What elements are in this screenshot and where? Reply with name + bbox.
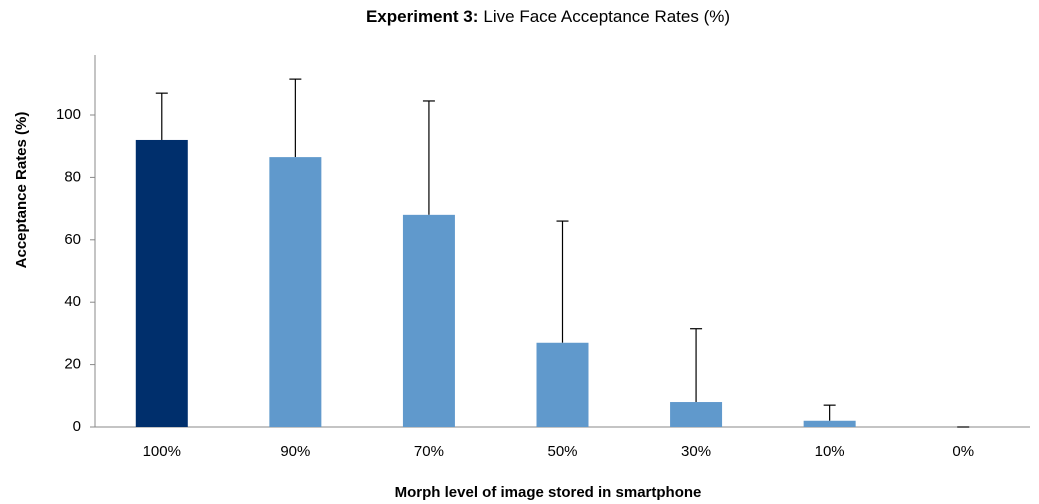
bar: [536, 342, 589, 427]
x-tick-label: 10%: [815, 443, 845, 460]
y-tick-label: 0: [73, 418, 81, 435]
bar: [402, 214, 455, 427]
title-text: Live Face Acceptance Rates (%): [483, 7, 730, 26]
x-tick-label: 0%: [952, 443, 974, 460]
chart-title: Experiment 3: Live Face Acceptance Rates …: [366, 7, 730, 26]
x-axis-label: Morph level of image stored in smartphon…: [395, 484, 702, 501]
bar: [803, 420, 856, 427]
y-tick-label: 40: [64, 293, 81, 310]
bar: [269, 157, 322, 427]
title-bold: Experiment 3:: [366, 7, 478, 26]
x-tick-label: 100%: [143, 443, 181, 460]
y-tick-label: 100: [56, 106, 81, 123]
bar: [670, 402, 723, 427]
y-tick-label: 80: [64, 168, 81, 185]
x-tick-label: 30%: [681, 443, 711, 460]
y-tick-label: 60: [64, 231, 81, 248]
x-tick-label: 70%: [414, 443, 444, 460]
y-axis-label: Acceptance Rates (%): [13, 112, 30, 269]
x-tick-label: 50%: [547, 443, 577, 460]
y-tick-label: 20: [64, 356, 81, 373]
x-tick-label: 90%: [280, 443, 310, 460]
bar: [135, 139, 188, 427]
